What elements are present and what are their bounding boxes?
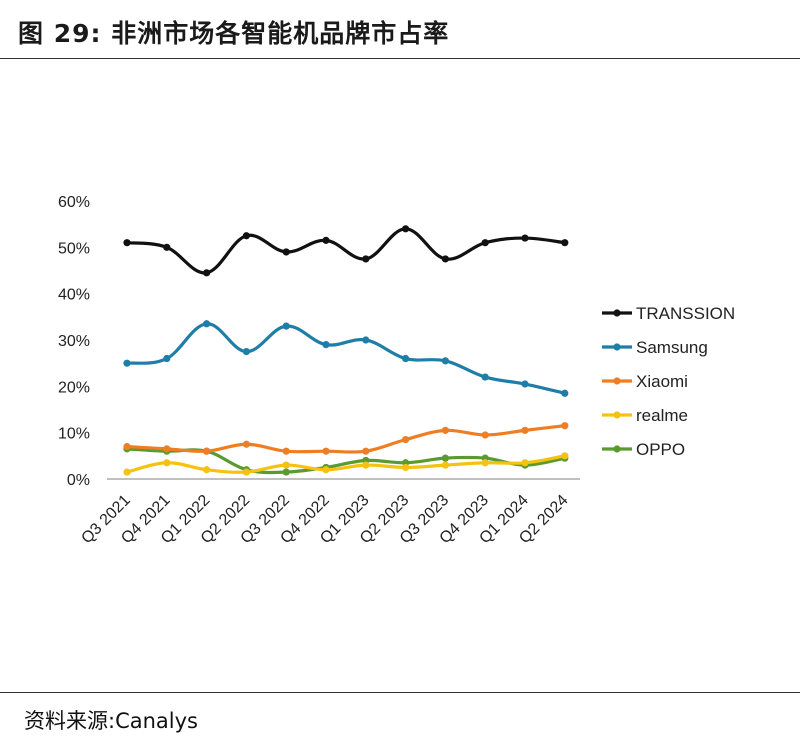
data-point-transsion [203, 269, 211, 277]
data-point-samsung [322, 341, 330, 349]
data-point-transsion [441, 255, 449, 263]
series-line-xiaomi [126, 424, 565, 454]
data-point-realme [203, 466, 211, 474]
data-point-xiaomi [322, 447, 330, 455]
data-point-transsion [282, 248, 290, 256]
series-line-transsion [126, 227, 565, 275]
legend-marker-realme [613, 411, 621, 419]
data-point-transsion [362, 255, 370, 263]
data-point-transsion [481, 239, 489, 247]
y-tick-label: 50% [58, 240, 90, 257]
series-line-samsung [126, 322, 566, 395]
data-point-transsion [402, 225, 410, 233]
data-point-transsion [322, 236, 330, 244]
data-point-xiaomi [561, 422, 569, 430]
data-point-samsung [521, 380, 529, 388]
data-point-xiaomi [481, 431, 489, 439]
data-point-xiaomi [242, 440, 250, 448]
data-point-samsung [481, 373, 489, 381]
legend-marker-xiaomi [613, 377, 621, 385]
footer: 资料来源:Canalys [0, 692, 800, 744]
data-point-realme [521, 459, 529, 467]
title-bar: 图 29: 非洲市场各智能机品牌市占率 [0, 0, 800, 59]
legend-label-realme: realme [636, 406, 688, 425]
data-point-samsung [242, 347, 250, 356]
data-point-xiaomi [282, 447, 290, 455]
data-point-transsion [521, 234, 529, 242]
data-point-transsion [163, 243, 171, 251]
data-point-transsion [242, 232, 250, 240]
data-point-xiaomi [123, 442, 131, 451]
data-point-oppo [282, 468, 290, 476]
data-point-realme [282, 461, 290, 469]
data-point-transsion [561, 239, 569, 247]
data-point-realme [402, 463, 410, 472]
data-point-xiaomi [362, 447, 370, 455]
legend-label-xiaomi: Xiaomi [636, 372, 688, 391]
legend-label-transsion: TRANSSION [636, 304, 735, 323]
data-point-realme [362, 461, 370, 469]
data-point-realme [242, 468, 250, 476]
data-point-realme [322, 466, 330, 474]
legend-marker-samsung [613, 343, 621, 351]
y-tick-label: 40% [58, 287, 90, 304]
data-point-samsung [362, 336, 370, 344]
data-point-xiaomi [402, 436, 410, 444]
y-tick-label: 10% [58, 426, 90, 443]
chart-container: 0% 10% 20% 30% 40% 50% 60% Q3 2021 Q4 2021 Q1 20… [0, 59, 800, 687]
y-tick-label: 20% [58, 379, 90, 396]
data-point-transsion [123, 239, 131, 247]
page-title: 图 29: 非洲市场各智能机品牌市占率 [18, 19, 450, 48]
legend: TRANSSION Samsung Xiaomi realme OPPO [602, 304, 735, 459]
legend-label-samsung: Samsung [636, 338, 708, 357]
data-point-samsung [163, 354, 171, 363]
legend-marker-transsion [613, 309, 621, 317]
data-point-samsung [561, 389, 569, 397]
data-point-samsung [123, 359, 131, 367]
data-point-xiaomi [203, 447, 211, 455]
data-point-samsung [441, 357, 449, 365]
data-point-samsung [203, 320, 211, 328]
y-axis: 0% 10% 20% 30% 40% 50% 60% [58, 194, 90, 489]
y-tick-label: 30% [58, 333, 90, 350]
legend-label-oppo: OPPO [636, 440, 685, 459]
data-point-samsung [282, 322, 290, 330]
data-point-xiaomi [163, 445, 171, 453]
data-point-realme [441, 461, 449, 469]
data-point-samsung [402, 354, 410, 363]
source-note: 资料来源:Canalys [24, 709, 198, 733]
series-group [123, 225, 569, 476]
y-tick-label: 60% [58, 194, 90, 211]
data-point-realme [123, 468, 131, 476]
data-point-realme [481, 459, 489, 467]
data-point-oppo [441, 454, 449, 462]
data-point-xiaomi [521, 426, 529, 434]
y-tick-label: 0% [67, 472, 90, 489]
legend-marker-oppo [613, 445, 621, 453]
data-point-realme [561, 452, 569, 460]
data-point-realme [163, 459, 171, 467]
data-point-xiaomi [441, 426, 449, 434]
